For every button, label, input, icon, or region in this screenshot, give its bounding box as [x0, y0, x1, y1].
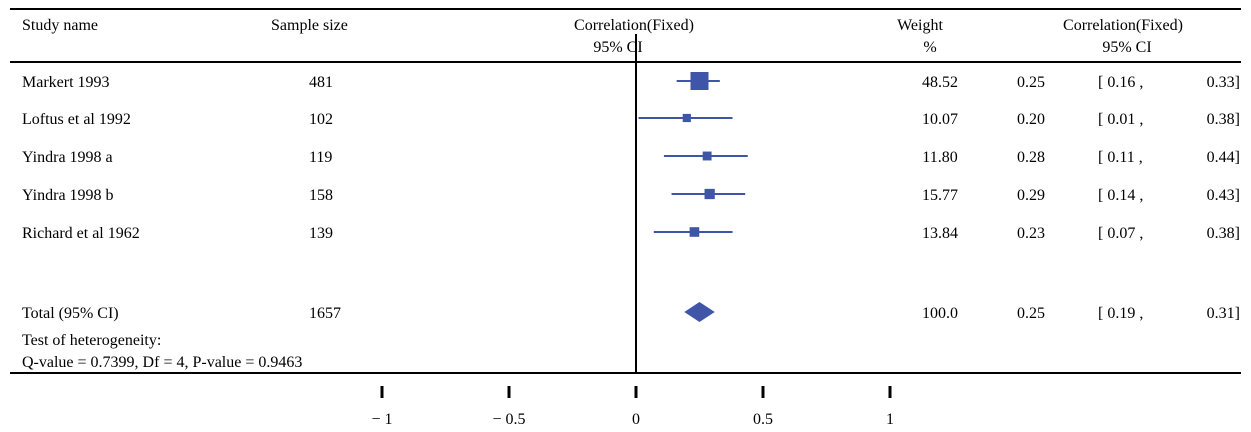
study-row-5-point-estimate [689, 227, 700, 237]
study-row-3-estimate: 0.28 [1017, 149, 1045, 166]
heterogeneity-stats: Q-value = 0.7399, Df = 4, P-value = 0.94… [22, 354, 302, 371]
study-row-2-sample-size: 102 [309, 111, 333, 128]
study-row-2-ci-upper: 0.38] [1207, 111, 1240, 128]
total-diamond [684, 302, 715, 322]
x-tick-label: 1 [886, 411, 894, 428]
study-row-2-point-estimate [682, 113, 691, 123]
study-row-5-ci-upper: 0.38] [1207, 225, 1240, 242]
header-plot-title: Correlation(Fixed) [574, 17, 694, 34]
study-row-2-ci-lower: [ 0.01 , [1098, 111, 1143, 128]
study-row-5-name: Richard et al 1962 [22, 225, 140, 242]
total-row-ci-lower: [ 0.19 , [1098, 305, 1143, 322]
header-weight: Weight [897, 17, 943, 34]
study-row-4-ci-upper: 0.43] [1207, 187, 1240, 204]
header-estimate-title: Correlation(Fixed) [1063, 17, 1183, 34]
study-row-1-sample-size: 481 [309, 74, 333, 91]
study-row-4-estimate: 0.29 [1017, 187, 1045, 204]
study-row-1-weight: 48.52 [922, 74, 958, 91]
study-row-1-name: Markert 1993 [22, 74, 110, 91]
study-row-4-weight: 15.77 [922, 187, 958, 204]
study-row-5-estimate: 0.23 [1017, 225, 1045, 242]
heterogeneity-label: Test of heterogeneity: [22, 332, 161, 349]
study-row-4-ci-lower: [ 0.14 , [1098, 187, 1143, 204]
total-row-weight: 100.0 [922, 305, 958, 322]
study-row-4-name: Yindra 1998 b [22, 187, 114, 204]
total-row-name: Total (95% CI) [22, 305, 119, 322]
header-estimate-ci: 95% CI [1102, 39, 1151, 56]
x-tick-label: − 1 [371, 411, 392, 428]
header-plot-ci: 95% CI [593, 39, 642, 56]
study-row-5-sample-size: 139 [309, 225, 333, 242]
study-row-1-estimate: 0.25 [1017, 74, 1045, 91]
x-tick-label: 0 [632, 411, 640, 428]
study-row-3-name: Yindra 1998 a [22, 149, 113, 166]
x-tick-label: − 0.5 [492, 411, 525, 428]
study-row-4-sample-size: 158 [309, 187, 333, 204]
study-row-2-weight: 10.07 [922, 111, 958, 128]
x-tick-label: 0.5 [753, 411, 773, 428]
study-row-3-ci-upper: 0.44] [1207, 149, 1240, 166]
total-row-ci-upper: 0.31] [1207, 305, 1240, 322]
study-row-2-estimate: 0.20 [1017, 111, 1045, 128]
study-row-3-point-estimate [702, 151, 712, 161]
study-row-1-point-estimate [690, 72, 709, 90]
total-row-sample-size: 1657 [309, 305, 341, 322]
header-weight-unit: % [923, 39, 936, 56]
study-row-3-sample-size: 119 [309, 149, 332, 166]
study-row-3-ci-lower: [ 0.11 , [1098, 149, 1143, 166]
header-sample-size: Sample size [271, 17, 348, 34]
total-row-estimate: 0.25 [1017, 305, 1045, 322]
study-row-5-weight: 13.84 [922, 225, 958, 242]
header-study-name: Study name [22, 17, 98, 34]
study-row-4-point-estimate [704, 188, 715, 200]
study-row-1-ci-upper: 0.33] [1207, 74, 1240, 91]
study-row-5-ci-lower: [ 0.07 , [1098, 225, 1143, 242]
study-row-3-weight: 11.80 [922, 149, 957, 166]
study-row-2-name: Loftus et al 1992 [22, 111, 131, 128]
study-row-1-ci-lower: [ 0.16 , [1098, 74, 1143, 91]
